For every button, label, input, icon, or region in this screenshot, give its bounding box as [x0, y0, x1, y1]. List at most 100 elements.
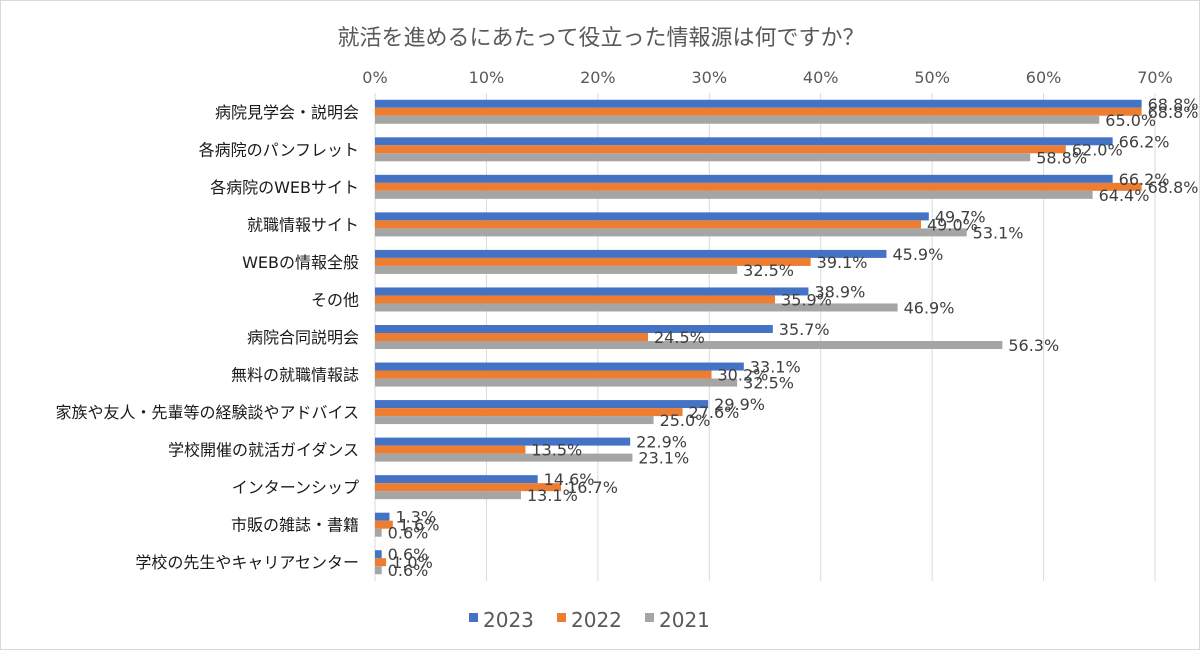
data-label-2023: 22.9%	[636, 433, 687, 452]
data-label-2023: 0.6%	[388, 545, 429, 564]
legend: 2023 2022 2021	[469, 608, 710, 632]
data-label-2022: 68.8%	[1148, 103, 1199, 122]
data-label-2022: 35.9%	[781, 290, 832, 309]
bar-2023	[375, 475, 538, 484]
bar-2022	[375, 295, 776, 304]
bar-2022	[375, 558, 387, 567]
bar-2022	[375, 370, 712, 379]
bar-2023	[375, 99, 1142, 108]
data-label-2021: 53.1%	[973, 223, 1024, 242]
bar-2022	[375, 408, 683, 417]
data-labels: 68.8%68.8%65.0%66.2%62.0%58.8%66.2%68.8%…	[388, 95, 1199, 580]
data-label-2022: 1.6%	[399, 516, 440, 535]
legend-label-2023: 2023	[483, 608, 534, 632]
bar-2023	[375, 137, 1113, 146]
category-label: 家族や友人・先輩等の経験談やアドバイス	[55, 403, 359, 422]
x-tick-label: 60%	[1026, 68, 1062, 87]
bar-2021	[375, 190, 1093, 199]
bar-2023	[375, 287, 809, 296]
data-label-2021: 23.1%	[638, 449, 689, 468]
x-tick-label: 20%	[580, 68, 616, 87]
data-label-2021: 56.3%	[1008, 336, 1059, 355]
data-label-2023: 33.1%	[750, 358, 801, 377]
data-label-2021: 25.0%	[660, 411, 711, 430]
data-label-2022: 30.2%	[718, 366, 769, 385]
bar-2022	[375, 445, 526, 454]
bar-2021	[375, 378, 738, 387]
x-tick-label: 10%	[469, 68, 505, 87]
data-label-2023: 29.9%	[714, 395, 765, 414]
data-label-2022: 49.0%	[927, 215, 978, 234]
data-label-2023: 49.7%	[935, 207, 986, 226]
legend-label-2021: 2021	[659, 608, 710, 632]
bar-2023	[375, 174, 1113, 183]
legend-label-2022: 2022	[571, 608, 622, 632]
legend-swatch-2023	[469, 613, 478, 622]
bar-2023	[375, 212, 929, 221]
bar-2022	[375, 220, 921, 229]
bar-2022	[375, 257, 811, 266]
bar-2023	[375, 512, 390, 521]
x-tick-label: 30%	[692, 68, 728, 87]
bar-2022	[375, 182, 1142, 191]
category-label: 病院見学会・説明会	[215, 103, 359, 122]
category-label: 病院合同説明会	[247, 328, 359, 347]
bar-2021	[375, 341, 1003, 349]
data-label-2023: 14.6%	[544, 470, 595, 489]
data-label-2021: 0.6%	[388, 524, 429, 543]
data-label-2022: 62.0%	[1072, 140, 1123, 159]
bar-2021	[375, 265, 738, 274]
bar-2021	[375, 416, 654, 425]
category-label: 各病院のWEBサイト	[210, 178, 359, 197]
category-label: 市販の雑誌・書籍	[231, 516, 359, 535]
category-label: インターンシップ	[232, 478, 359, 497]
data-label-2022: 13.5%	[531, 441, 582, 460]
bar-2023	[375, 550, 382, 559]
category-label: 無料の就職情報誌	[231, 366, 359, 385]
bar-2021	[375, 566, 382, 575]
bar-2021	[375, 491, 521, 500]
category-label: その他	[311, 290, 359, 309]
bar-2023	[375, 362, 744, 371]
data-label-2021: 58.8%	[1036, 148, 1087, 167]
data-label-2023: 68.8%	[1148, 95, 1199, 114]
bar-2021	[375, 115, 1100, 124]
bar-2021	[375, 228, 967, 237]
x-axis-ticks: 0% 10% 20% 30% 40% 50% 60% 70%	[362, 68, 1172, 87]
data-label-2023: 38.9%	[814, 282, 865, 301]
data-label-2023: 66.2%	[1119, 170, 1170, 189]
data-label-2021: 32.5%	[743, 261, 794, 280]
legend-swatch-2022	[557, 613, 566, 622]
x-tick-label: 70%	[1137, 68, 1173, 87]
data-label-2022: 24.5%	[654, 328, 705, 347]
data-label-2023: 1.3%	[395, 508, 436, 527]
data-label-2022: 1.0%	[392, 553, 433, 572]
data-label-2022: 39.1%	[817, 253, 868, 272]
bars	[375, 99, 1142, 575]
category-label: 各病院のパンフレット	[199, 140, 359, 159]
x-tick-label: 0%	[362, 68, 387, 87]
data-label-2021: 46.9%	[904, 298, 955, 317]
data-label-2021: 13.1%	[527, 486, 578, 505]
data-label-2022: 27.6%	[689, 403, 740, 422]
bar-2021	[375, 528, 382, 537]
x-tick-label: 50%	[914, 68, 950, 87]
data-label-2022: 68.8%	[1148, 178, 1199, 197]
bar-2022	[375, 520, 393, 529]
x-tick-label: 40%	[803, 68, 839, 87]
bar-2023	[375, 249, 887, 258]
bar-2022	[375, 107, 1142, 116]
data-label-2022: 16.7%	[567, 478, 618, 497]
data-label-2021: 65.0%	[1105, 111, 1156, 130]
legend-swatch-2021	[645, 613, 654, 622]
data-label-2023: 35.7%	[779, 320, 830, 339]
data-label-2021: 0.6%	[388, 561, 429, 580]
data-label-2021: 64.4%	[1099, 186, 1150, 205]
bar-2023	[375, 325, 773, 333]
bar-2021	[375, 303, 898, 312]
category-label: 学校の先生やキャリアセンター	[135, 553, 359, 572]
chart-title: 就活を進めるにあたって役立った情報源は何ですか？	[338, 26, 865, 51]
